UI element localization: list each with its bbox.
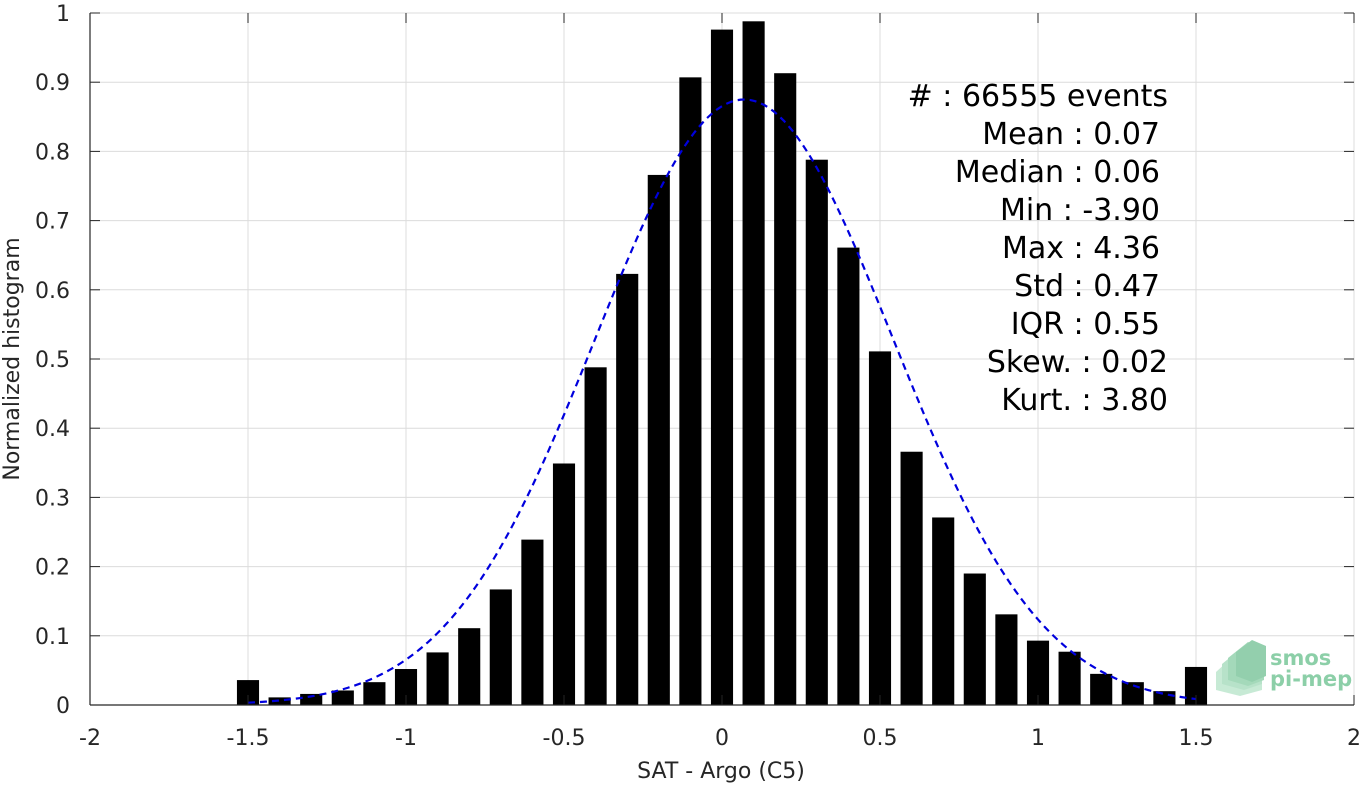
x-tick-label: -1.5 [227,726,270,751]
histogram-bar [616,273,639,705]
histogram-bar [1090,673,1113,705]
y-tick-label: 0.2 [35,556,70,581]
stat-kurt: Kurt. : 3.80 [1001,383,1168,418]
y-axis-title: Normalized histogram [0,237,25,480]
histogram-bar [647,174,670,706]
x-tick-label: 0 [715,726,729,751]
histogram-bar [679,77,702,705]
y-tick-labels: 0 0.1 0.2 0.3 0.4 0.5 0.6 0.7 0.8 0.9 1 [35,2,70,719]
x-axis-title: SAT - Argo (C5) [637,759,805,784]
histogram-bar [963,573,986,705]
histogram-bar [1184,666,1208,705]
logo-text-smos: smos [1270,646,1331,670]
histogram-bar [1058,651,1081,705]
histogram-bar [521,539,544,705]
histogram-bar [458,628,481,705]
stat-iqr: IQR : 0.55 [1011,307,1160,342]
x-tick-label: -2 [79,726,101,751]
histogram-bar [236,680,260,705]
y-tick-label: 0.1 [35,625,70,650]
y-tick-label: 0.4 [35,417,70,442]
y-tick-label: 1 [56,2,70,27]
histogram-bar [868,351,892,705]
histogram-bar [268,697,291,705]
y-tick-label: 0.3 [35,486,70,511]
stat-skew: Skew. : 0.02 [987,345,1168,380]
histogram-bar [300,693,323,705]
histogram-bar [995,614,1018,705]
histogram-bar [710,29,734,706]
histogram-bar [837,247,860,705]
axes [89,12,1355,706]
y-tick-label: 0.6 [35,279,70,304]
histogram-bar [742,21,765,705]
stat-min: Min : -3.90 [1000,193,1160,228]
histogram-bar [552,463,576,705]
histogram-bar [774,73,797,706]
stat-max: Max : 4.36 [1002,231,1160,266]
histogram-bar [331,690,354,705]
x-tick-label: -1 [395,726,417,751]
x-tick-label: 1.5 [1179,726,1214,751]
histogram-bar [900,451,923,705]
logo-mark-icon [1216,640,1266,696]
stat-std: Std : 0.47 [1014,269,1160,304]
y-tick-label: 0 [56,694,70,719]
x-tick-label: -0.5 [543,726,586,751]
histogram-bar [489,589,512,705]
histogram-bar [426,652,449,705]
x-tick-labels: -2 -1.5 -1 -0.5 0 0.5 1 1.5 2 [79,726,1361,751]
x-tick-label: 1 [1031,726,1045,751]
stat-mean: Mean : 0.07 [982,117,1160,152]
logo-text-pi-mep: pi-mep [1270,667,1352,691]
stat-count: # : 66555 events [908,79,1168,114]
x-tick-label: 0.5 [863,726,898,751]
smos-pi-mep-logo: smos pi-mep [1216,640,1352,696]
histogram-bar [363,682,386,705]
y-tick-label: 0.9 [35,71,70,96]
histogram-bar [932,517,955,705]
statistics-annotation: # : 66555 events Mean : 0.07 Median : 0.… [908,79,1168,418]
y-tick-label: 0.8 [35,140,70,165]
gaussian-fit-curve [247,98,1197,704]
histogram-bar [1121,682,1144,705]
histogram-bars [236,21,1208,706]
y-tick-label: 0.7 [35,210,70,235]
x-tick-label: 2 [1347,726,1361,751]
histogram-bar [1026,640,1050,705]
y-tick-label: 0.5 [35,348,70,373]
stat-median: Median : 0.06 [955,155,1160,190]
histogram-bar [394,669,418,705]
histogram-bar [805,159,828,706]
histogram-bar [584,367,607,705]
